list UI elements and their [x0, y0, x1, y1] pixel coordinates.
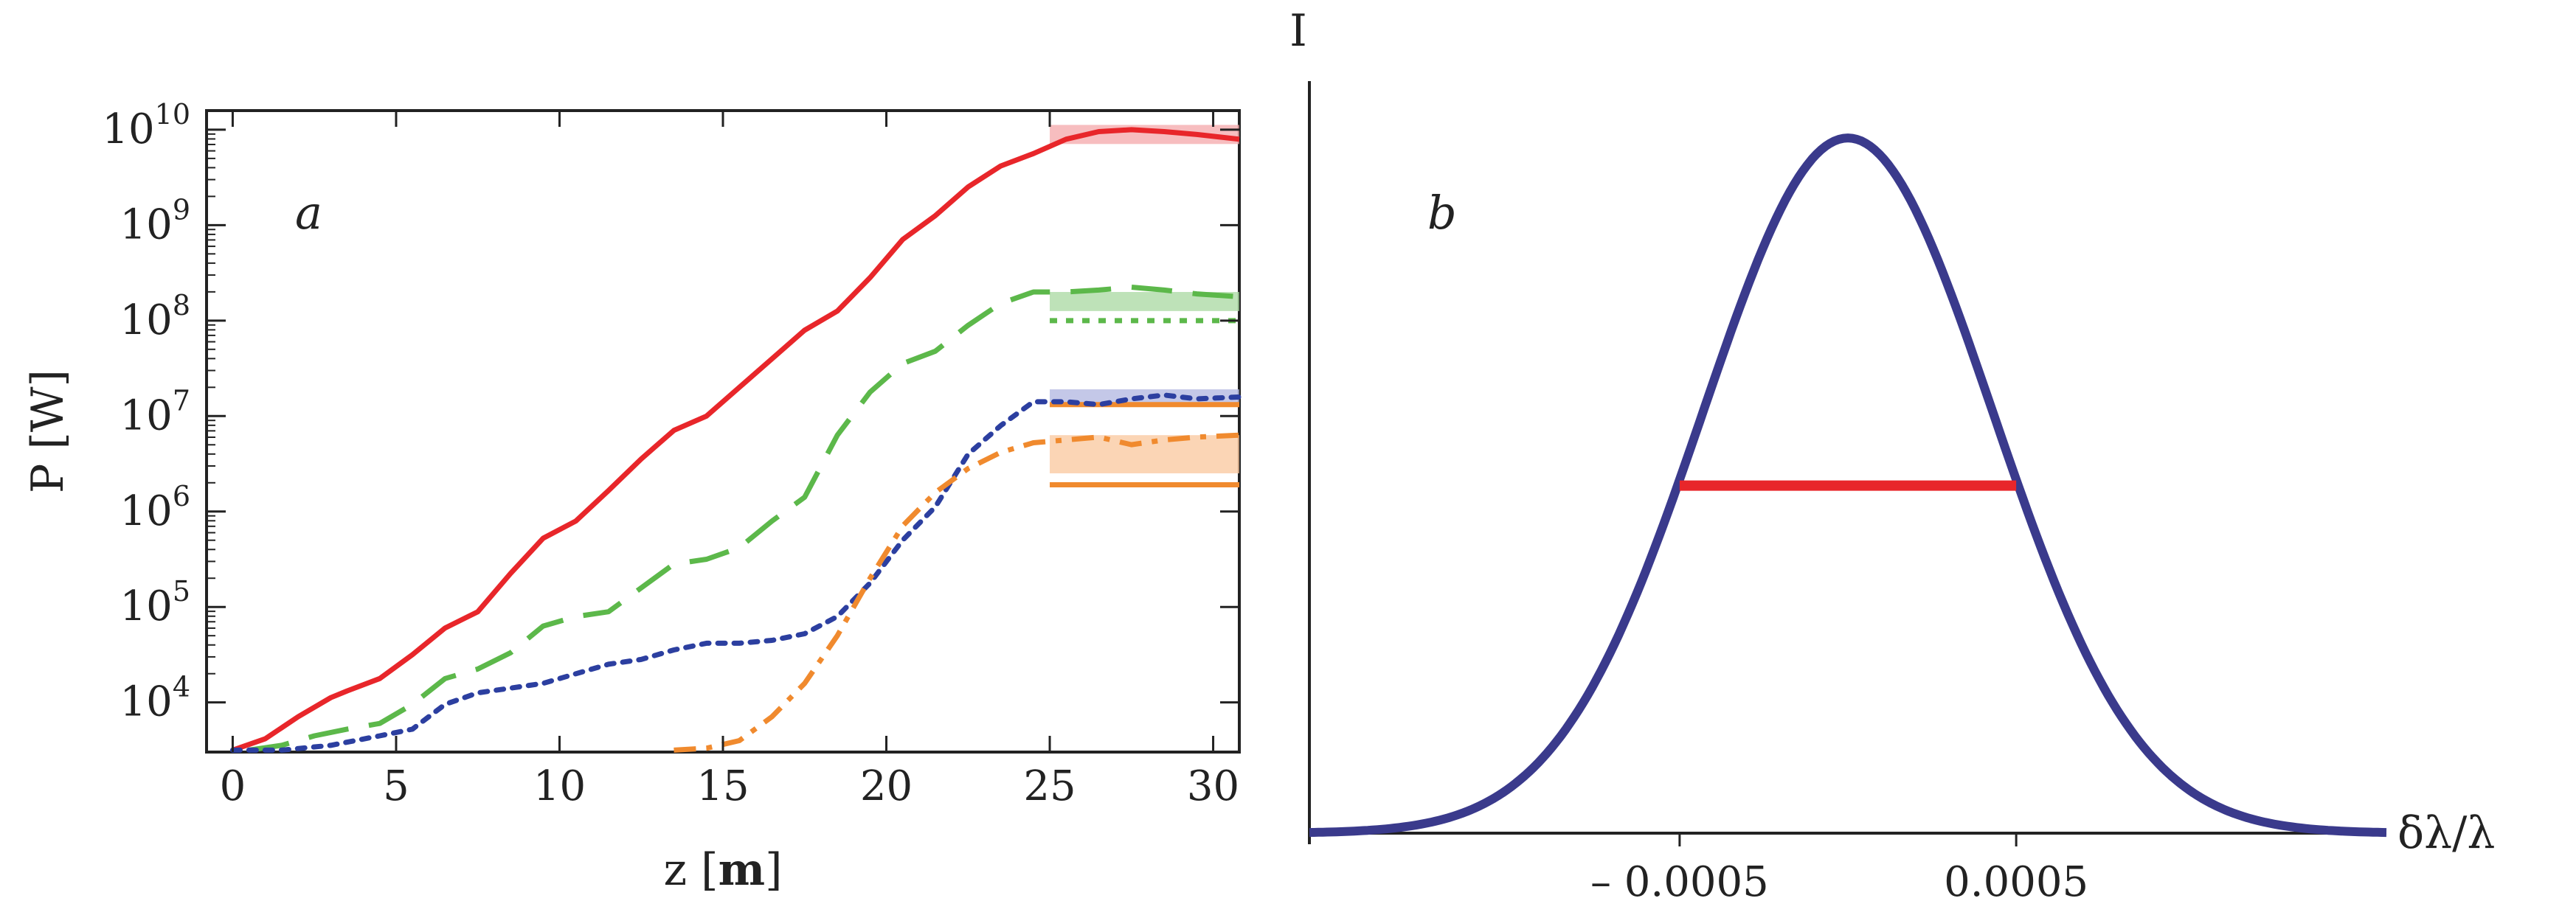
panel-b-label: b: [1427, 186, 1457, 240]
panel-a-xlabel-end: ]: [765, 844, 782, 896]
panel-a-band-3: [1050, 435, 1239, 473]
panel-a-ytick-label: 104: [120, 671, 190, 726]
panel-a-plot-frame: [205, 109, 1241, 754]
panel-a-series-red-solid: [232, 127, 1240, 753]
panel-a-series-orange-dashdot: [674, 432, 1240, 753]
panel-b: – 0.0005 0.0005 I δλ/λ b: [1289, 5, 2495, 906]
panel-a-xlabel: z [m]: [663, 844, 782, 896]
panel-a-ytick-label: 107: [120, 384, 190, 439]
panel-a-xtick-label: 15: [696, 762, 749, 810]
panel-b-series-spectrum: [1309, 133, 2387, 838]
panel-a-series-green-dashed: [249, 285, 1240, 753]
panel-a-ytick-label: 106: [120, 480, 190, 535]
panel-a-xlabel-bold: m: [719, 844, 766, 896]
panel-a-xlabel-start: z [: [663, 844, 718, 896]
panel-a-ytick-label: 105: [120, 575, 190, 630]
panel-a-xtick-label: 20: [860, 762, 913, 810]
panel-a-xtick-label: 10: [533, 762, 586, 810]
panel-a-label: a: [295, 186, 322, 240]
panel-a-xtick-label: 30: [1187, 762, 1239, 810]
panel-b-ylabel: I: [1289, 5, 1307, 57]
panel-a-xtick-label: 5: [383, 762, 409, 810]
panel-a: 0 5 10 15 20 25 30 104 105 106 107 108 109 1010 a P […: [22, 98, 1242, 896]
panel-a-ytick-label: 109: [120, 193, 190, 248]
panel-a-ytick-label: 108: [120, 289, 190, 344]
panel-a-series-blue-dotted: [229, 392, 1242, 753]
panel-b-xtick-label: – 0.0005: [1590, 858, 1769, 906]
panel-a-ytick-label: 1010: [102, 98, 190, 153]
panel-a-xtick-label: 25: [1023, 762, 1076, 810]
panel-b-xtick-label: 0.0005: [1944, 858, 2088, 906]
panel-a-ylabel: P [W]: [22, 369, 74, 493]
panel-a-xtick-label: 0: [220, 762, 246, 810]
panel-b-xlabel: δλ/λ: [2397, 807, 2495, 859]
